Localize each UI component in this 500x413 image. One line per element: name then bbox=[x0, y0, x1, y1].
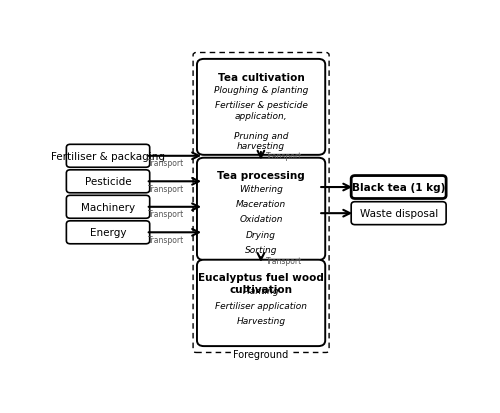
Text: Tea cultivation: Tea cultivation bbox=[218, 72, 304, 83]
Text: Transport: Transport bbox=[148, 184, 184, 193]
FancyBboxPatch shape bbox=[66, 221, 150, 244]
FancyBboxPatch shape bbox=[193, 53, 329, 353]
FancyBboxPatch shape bbox=[197, 60, 325, 155]
Text: Eucalyptus fuel wood
cultivation: Eucalyptus fuel wood cultivation bbox=[198, 273, 324, 294]
FancyBboxPatch shape bbox=[66, 145, 150, 168]
Text: Fertiliser & pesticide
application,: Fertiliser & pesticide application, bbox=[214, 101, 308, 121]
Text: Sorting: Sorting bbox=[245, 245, 278, 254]
Text: Fertiliser application: Fertiliser application bbox=[215, 301, 307, 311]
Text: Fertiliser & packaging: Fertiliser & packaging bbox=[51, 152, 165, 161]
Text: Harvesting: Harvesting bbox=[236, 317, 286, 326]
Text: Transport: Transport bbox=[266, 256, 302, 265]
Text: Pesticide: Pesticide bbox=[84, 177, 132, 187]
Text: Oxidation: Oxidation bbox=[240, 215, 283, 224]
FancyBboxPatch shape bbox=[66, 171, 150, 193]
FancyBboxPatch shape bbox=[197, 158, 325, 261]
Text: Withering: Withering bbox=[239, 184, 283, 193]
Text: Foreground: Foreground bbox=[234, 349, 288, 359]
Text: Drying: Drying bbox=[246, 230, 276, 239]
FancyBboxPatch shape bbox=[351, 202, 446, 225]
Text: Black tea (1 kg): Black tea (1 kg) bbox=[352, 183, 446, 192]
Text: Transport: Transport bbox=[148, 210, 184, 219]
Text: Ploughing & planting: Ploughing & planting bbox=[214, 86, 308, 95]
Text: Machinery: Machinery bbox=[81, 202, 135, 212]
Text: Transport: Transport bbox=[266, 152, 302, 161]
Text: Pruning and
harvesting: Pruning and harvesting bbox=[234, 132, 288, 151]
Text: Waste disposal: Waste disposal bbox=[360, 209, 438, 218]
Text: Transport: Transport bbox=[148, 159, 184, 168]
Text: Maceration: Maceration bbox=[236, 199, 286, 209]
FancyBboxPatch shape bbox=[66, 196, 150, 219]
Text: Energy: Energy bbox=[90, 228, 126, 238]
Text: Tea processing: Tea processing bbox=[217, 171, 305, 181]
FancyBboxPatch shape bbox=[197, 260, 325, 346]
FancyBboxPatch shape bbox=[351, 176, 446, 199]
Text: Transport: Transport bbox=[148, 235, 184, 244]
Text: Planting: Planting bbox=[243, 286, 280, 295]
